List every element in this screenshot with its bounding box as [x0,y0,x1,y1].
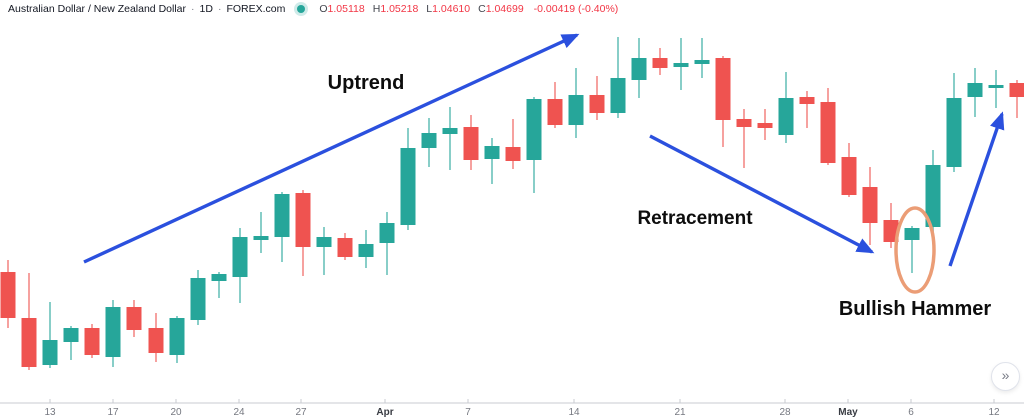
low-label: L [426,3,433,15]
symbol-title[interactable]: Australian Dollar / New Zealand Dollar [8,3,186,15]
high-value: 1.05218 [380,3,419,15]
change-value: -0.00419 (-0.40%) [533,3,619,15]
timeframe-label[interactable]: 1D [199,3,213,15]
double-chevron-right-icon: » [1001,367,1010,383]
scroll-to-recent-button[interactable]: » [991,362,1020,391]
svg-text:12: 12 [988,407,1000,417]
svg-text:7: 7 [465,407,471,417]
retracement-label[interactable]: Retracement [637,208,753,229]
data-source-label[interactable]: FOREX.com [226,3,286,15]
svg-text:24: 24 [233,407,245,417]
close-value: 1.04699 [485,3,524,15]
separator-dot: · [191,3,195,15]
candlestick-layer [0,37,1024,370]
svg-text:28: 28 [779,407,791,417]
drawing-layer[interactable] [83,33,1005,294]
svg-text:6: 6 [908,407,914,417]
close-label: C [478,3,486,15]
svg-text:14: 14 [568,407,580,417]
ohlc-values: O1.05118 H1.05218 L1.04610 C1.04699 -0.0… [319,3,618,15]
uptrend-label[interactable]: Uptrend [327,72,405,94]
market-status-icon[interactable] [297,5,306,13]
time-axis[interactable]: 13 17 20 24 27 Apr 7 14 21 28 May 6 12 [0,399,1024,417]
open-value: 1.05118 [327,3,365,15]
svg-text:27: 27 [295,407,307,417]
svg-text:13: 13 [44,407,56,417]
svg-text:Apr: Apr [376,407,393,417]
high-label: H [372,3,381,15]
low-value: 1.04610 [432,3,471,15]
legend: Australian Dollar / New Zealand Dollar ·… [8,3,618,15]
open-label: O [319,3,328,15]
svg-text:20: 20 [170,407,182,417]
separator-dot: · [217,3,222,15]
bullish-hammer-label[interactable]: Bullish Hammer [838,298,992,320]
svg-text:May: May [838,407,858,417]
svg-text:21: 21 [674,407,686,417]
svg-text:17: 17 [107,407,119,417]
